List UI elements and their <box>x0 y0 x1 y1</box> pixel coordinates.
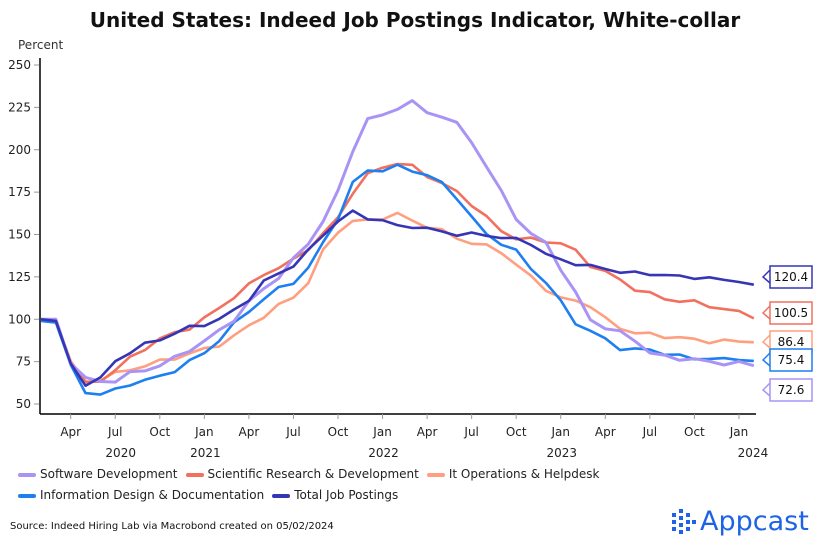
y-tick-label: 125 <box>8 270 31 284</box>
legend-label: Total Job Postings <box>294 488 399 502</box>
x-tick-label: Apr <box>595 425 616 439</box>
x-year-label: 2022 <box>368 446 399 460</box>
x-tick-label: Jan <box>729 425 749 439</box>
callout-pointer <box>761 382 771 397</box>
y-tick-label: 150 <box>8 228 31 242</box>
x-tick-label: Oct <box>506 425 527 439</box>
callout-box <box>769 378 813 402</box>
y-tick-label: 175 <box>8 185 31 199</box>
x-year-label: 2024 <box>738 446 769 460</box>
legend-label: It Operations & Helpdesk <box>448 467 600 481</box>
y-tick-label: 250 <box>8 58 31 72</box>
callout-pointer <box>761 334 771 349</box>
y-axis-label: Percent <box>18 38 63 52</box>
logo-dots-icon <box>672 508 696 534</box>
callout-pointer <box>761 305 771 320</box>
series-line-it-operations-helpdesk <box>40 211 754 384</box>
x-tick-label: Jul <box>642 425 657 439</box>
callout-value: 72.6 <box>778 383 805 397</box>
x-tick-label: Jul <box>463 425 478 439</box>
x-tick-label: Jan <box>551 425 571 439</box>
x-tick-label: Oct <box>684 425 705 439</box>
x-tick-label: Apr <box>417 425 438 439</box>
legend-item: It Operations & Helpdesk <box>426 464 600 485</box>
x-tick-label: Oct <box>149 425 170 439</box>
appcast-logo: Appcast <box>672 506 809 537</box>
callout-value: 120.4 <box>774 270 808 284</box>
logo-text: Appcast <box>700 506 809 537</box>
callout-value: 86.4 <box>778 335 805 349</box>
legend-swatch <box>18 472 36 477</box>
x-year-label: 2020 <box>105 446 136 460</box>
callout-box <box>769 301 813 325</box>
legend-item: Information Design & Documentation <box>18 485 264 506</box>
legend-item: Software Development <box>18 464 178 485</box>
series-line-information-design-documentation <box>40 163 754 396</box>
source-note: Source: Indeed Hiring Lab via Macrobond … <box>10 521 334 532</box>
legend-item: Total Job Postings <box>272 485 398 506</box>
callout-pointer <box>761 352 771 367</box>
x-tick-label: Jul <box>285 425 300 439</box>
legend-label: Software Development <box>40 467 178 481</box>
callout-box <box>769 348 813 372</box>
legend-swatch <box>18 493 36 498</box>
x-tick-label: Jan <box>372 425 392 439</box>
y-tick-label: 225 <box>8 100 31 114</box>
legend-label: Information Design & Documentation <box>40 488 265 502</box>
legend: Software Development Scientific Research … <box>18 464 818 506</box>
legend-swatch <box>426 472 445 477</box>
x-tick-label: Oct <box>328 425 349 439</box>
callout-value: 100.5 <box>774 306 808 320</box>
y-tick-label: 100 <box>8 312 31 326</box>
y-tick-label: 50 <box>16 397 31 411</box>
y-tick-label: 200 <box>8 143 31 157</box>
line-chart: Percent 50 75 100 125 150 175 200 225 250 Apr 2020 J… <box>8 38 813 460</box>
x-tick-label: Jul <box>107 425 122 439</box>
y-tick-label: 75 <box>16 355 31 369</box>
legend-swatch <box>185 472 204 477</box>
chart-title: United States: Indeed Job Postings Indic… <box>89 8 741 32</box>
series-line-total-job-postings <box>40 209 755 387</box>
legend-label: Scientific Research & Development <box>207 467 419 481</box>
callout-box <box>769 265 813 289</box>
x-tick-label: Jan <box>194 425 214 439</box>
callout-pointer <box>761 269 771 284</box>
x-year-label: 2023 <box>546 446 577 460</box>
legend-item: Scientific Research & Development <box>185 464 419 485</box>
legend-swatch <box>272 493 291 498</box>
callout-value: 75.4 <box>778 353 805 367</box>
x-tick-label: Apr <box>60 425 81 439</box>
series-line-software-development <box>41 99 755 384</box>
x-tick-label: Apr <box>239 425 260 439</box>
x-year-label: 2021 <box>190 446 221 460</box>
